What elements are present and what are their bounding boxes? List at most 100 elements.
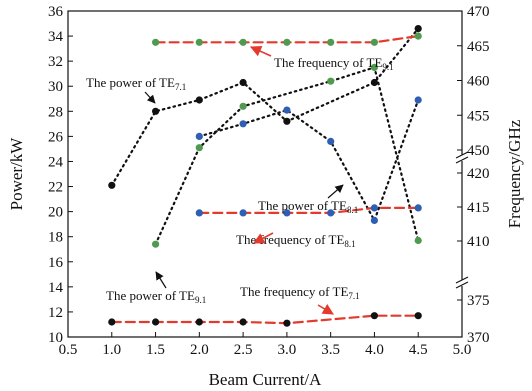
right-y-tick-label: 415 [467,200,490,216]
data-point-power-te91 [327,77,335,85]
data-point-freq-te81 [414,204,422,212]
series-lines [110,27,420,325]
left-y-tick-label: 10 [48,330,63,346]
left-y-tick-label: 32 [48,54,63,70]
annotation-arrow-power-te71 [144,91,156,104]
x-tick-label: 4.0 [365,342,384,358]
annotation-freq-te81: The frequency of TE8.1 [236,232,356,249]
left-y-tick-label: 24 [48,154,64,170]
x-tick-label: 2.5 [234,342,253,358]
data-point-freq-te71 [239,318,247,326]
data-point-power-te71 [370,78,378,87]
right-y-axis-title: Frequency/GHz [505,119,524,228]
data-point-freq-te71 [108,318,116,326]
series-points [108,25,422,327]
x-tick-label: 1.5 [146,342,165,358]
data-point-power-te91 [414,236,422,245]
data-point-freq-te71 [370,312,378,320]
left-y-axis: 10 12 14 16 18 20 22 24 26 28 30 32 34 36 [48,4,73,346]
data-point-power-te71 [414,25,422,33]
right-y-tick-label: 410 [467,234,490,250]
data-point-power-te91 [370,63,378,71]
right-y-tick-label: 420 [467,166,490,182]
data-point-power-te81 [414,96,422,104]
annotation-arrow-freq-te71 [317,304,334,315]
data-point-power-te81 [370,216,378,224]
right-y-tick-label: 450 [467,143,490,159]
left-y-tick-label: 36 [48,4,64,20]
data-point-freq-te71 [195,318,203,326]
data-point-power-te71 [239,78,247,87]
annotation-freq-te91: The frequency of TE9.1 [274,55,394,72]
data-point-power-te81 [239,120,247,128]
data-point-power-te71 [152,107,160,115]
data-point-freq-te81 [283,209,291,217]
x-tick-label: 3.0 [278,342,297,358]
x-tick-label: 4.5 [409,342,428,358]
x-axis-title: Beam Current/A [209,370,323,389]
data-point-freq-te91 [370,38,378,46]
axis-break-mark [455,281,469,289]
axis-break-mark [455,276,469,284]
left-y-tick-label: 12 [48,305,63,321]
data-point-power-te71 [108,181,116,189]
axis-break-mark [455,156,469,164]
x-tick-label: 1.0 [102,342,121,358]
data-point-freq-te71 [283,319,291,327]
annotation-freq-te71: The frequency of TE7.1 [240,284,360,301]
left-y-tick-label: 22 [48,180,63,196]
annotation-power-te71: The power of TE7.1 [86,75,186,92]
right-y-tick-label: 375 [467,293,490,309]
data-point-freq-te91 [195,38,203,46]
right-y-tick-label: 370 [467,330,490,346]
left-y-tick-label: 28 [48,104,63,120]
x-tick-label: 5.0 [453,342,472,358]
x-tick-label: 2.0 [190,342,209,358]
left-y-tick-label: 34 [48,29,64,45]
data-point-power-te91 [239,102,247,110]
annotation-arrow-freq-te91 [249,46,272,57]
data-point-freq-te81 [327,209,335,217]
data-point-freq-te81 [239,209,247,217]
data-point-power-te71 [195,96,203,104]
x-tick-label: 3.5 [321,342,340,358]
right-y-tick-label: 460 [467,74,490,90]
x-axis: 0.5 1.0 1.5 2.0 2.5 3.0 3.5 4.0 4.5 5.0 [59,332,472,358]
data-point-power-te71 [283,117,291,125]
data-point-freq-te91 [152,38,160,46]
left-y-tick-label: 18 [48,230,63,246]
left-y-tick-label: 16 [48,255,64,271]
annotations: The power of TE7.1 The frequency of TE9.… [86,46,394,315]
right-y-tick-label: 455 [467,108,490,124]
data-point-freq-te81 [370,204,378,212]
data-point-freq-te81 [195,209,203,217]
left-y-tick-label: 26 [48,129,64,145]
data-point-freq-te91 [239,38,247,46]
left-y-tick-label: 20 [48,205,63,221]
annotation-arrow-power-te91 [155,271,167,289]
series-line-power-te81 [198,98,420,224]
data-point-freq-te71 [152,318,160,326]
data-point-freq-te91 [283,38,291,46]
right-y-tick-label: 470 [467,4,490,20]
data-point-freq-te91 [414,32,422,40]
left-y-tick-label: 14 [48,280,64,296]
data-point-power-te81 [283,106,291,114]
left-y-axis-title: Power/kW [7,137,26,211]
axis-break-mark [455,151,469,159]
data-point-freq-te91 [327,38,335,46]
series-line-power-te91 [154,66,420,246]
data-point-power-te91 [152,240,160,248]
annotation-power-te91: The power of TE9.1 [106,288,206,305]
series-line-freq-te81 [198,206,420,214]
data-point-power-te81 [195,132,203,140]
x-tick-label: 0.5 [59,342,78,358]
annotation-arrow-freq-te81 [253,232,274,244]
right-y-tick-label: 465 [467,39,490,55]
axis-break-gap [458,280,466,286]
data-point-freq-te71 [414,312,422,320]
annotation-arrow-power-te81 [327,184,344,199]
right-y-axis: 370 375 410 415 420 450 455 460 465 470 [455,4,490,346]
left-y-tick-label: 30 [48,79,63,95]
